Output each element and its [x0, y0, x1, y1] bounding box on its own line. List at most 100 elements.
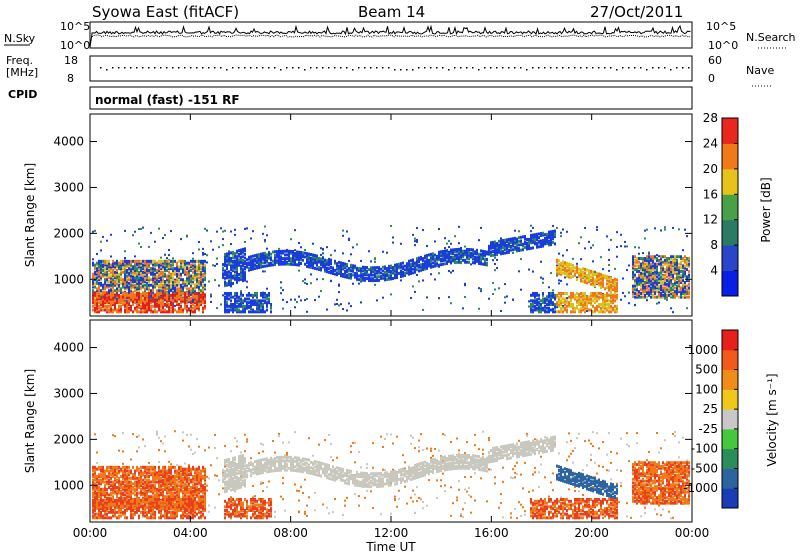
- echo-cell: [682, 283, 684, 286]
- echo-cell: [520, 258, 522, 260]
- echo-cell: [122, 260, 124, 263]
- echo-cell: [282, 289, 284, 291]
- echo-cell: [678, 266, 680, 269]
- echo-cell: [212, 249, 214, 251]
- echo-cell: [656, 254, 658, 256]
- echo-cell: [322, 252, 324, 254]
- freq-point: [172, 67, 174, 69]
- echo-cell: [252, 294, 254, 297]
- echo-cell: [470, 252, 472, 255]
- echo-cell: [204, 228, 206, 230]
- echo-cell: [224, 292, 226, 295]
- echo-cell: [136, 303, 138, 306]
- echo-cell: [242, 255, 244, 258]
- echo-cell: [110, 255, 112, 257]
- echo-cell: [504, 283, 506, 285]
- echo-cell: [666, 279, 668, 282]
- echo-cell: [542, 232, 544, 235]
- echo-cell: [606, 282, 608, 285]
- echo-cell: [154, 299, 156, 302]
- echo-cell: [552, 301, 554, 304]
- echo-cell: [192, 260, 194, 263]
- echo-cell: [368, 274, 370, 277]
- nsky-trace: [90, 26, 691, 47]
- echo-cell: [572, 264, 574, 267]
- echo-cell: [598, 282, 600, 285]
- echo-cell: [480, 249, 482, 252]
- echo-cell: [478, 287, 480, 289]
- echo-cell: [552, 308, 554, 311]
- echo-cell: [636, 268, 638, 271]
- echo-cell: [518, 270, 520, 272]
- echo-cell: [112, 269, 114, 272]
- echo-cell: [656, 290, 658, 293]
- echo-cell: [306, 311, 308, 313]
- freq-point: [118, 67, 120, 69]
- echo-cell: [532, 227, 534, 229]
- echo-cell: [100, 301, 102, 304]
- y-tick-label: 4000: [53, 135, 84, 149]
- echo-cell: [572, 303, 574, 306]
- echo-cell: [302, 259, 304, 262]
- echo-cell: [604, 310, 606, 313]
- echo-cell: [558, 263, 560, 266]
- echo-cell: [316, 267, 318, 270]
- echo-cell: [266, 253, 268, 256]
- echo-cell: [352, 270, 354, 273]
- echo-cell: [570, 292, 572, 295]
- echo-cell: [420, 256, 422, 259]
- freq-point: [466, 67, 468, 69]
- echo-cell: [452, 248, 454, 251]
- echo-cell: [184, 267, 186, 270]
- echo-cell: [118, 498, 120, 501]
- echo-cell: [604, 305, 606, 308]
- echo-cell: [254, 299, 256, 302]
- echo-cell: [166, 275, 168, 278]
- echo-cell: [608, 279, 610, 282]
- echo-cell: [570, 276, 572, 279]
- echo-cell: [152, 305, 154, 308]
- echo-cell: [684, 290, 686, 293]
- echo-cell: [392, 266, 394, 269]
- echo-cell: [248, 292, 250, 295]
- echo-cell: [358, 267, 360, 270]
- echo-cell: [384, 271, 386, 274]
- echo-cell: [174, 267, 176, 270]
- echo-cell: [520, 249, 522, 252]
- echo-cell: [182, 260, 184, 263]
- echo-cell: [242, 305, 244, 308]
- echo-cell: [300, 262, 302, 265]
- echo-cell: [448, 240, 450, 242]
- echo-cell: [160, 303, 162, 306]
- echo-cell: [144, 284, 146, 287]
- echo-cell: [236, 305, 238, 308]
- echo-cell: [190, 305, 192, 308]
- echo-cell: [154, 308, 156, 311]
- echo-cell: [286, 250, 288, 253]
- echo-cell: [682, 264, 684, 267]
- echo-cell: [640, 288, 642, 291]
- freq-point: [646, 69, 648, 71]
- echo-cell: [92, 500, 94, 503]
- nsky-line: [90, 26, 691, 47]
- echo-cell: [120, 296, 122, 299]
- echo-cell: [638, 261, 640, 264]
- echo-cell: [346, 263, 348, 266]
- echo-cell: [414, 262, 416, 265]
- echo-cell: [126, 505, 128, 508]
- freq-point: [634, 67, 636, 69]
- echo-cell: [334, 273, 336, 276]
- echo-cell: [228, 297, 230, 300]
- echo-cell: [92, 289, 94, 292]
- echo-cell: [106, 260, 108, 263]
- echo-cell: [330, 259, 332, 262]
- echo-cell: [566, 262, 568, 265]
- echo-cell: [606, 235, 608, 237]
- echo-cell: [474, 250, 476, 253]
- echo-cell: [92, 509, 94, 512]
- echo-cell: [680, 270, 682, 273]
- echo-cell: [454, 254, 456, 257]
- echo-cell: [188, 262, 190, 265]
- echo-cell: [566, 308, 568, 311]
- echo-cell: [678, 228, 680, 230]
